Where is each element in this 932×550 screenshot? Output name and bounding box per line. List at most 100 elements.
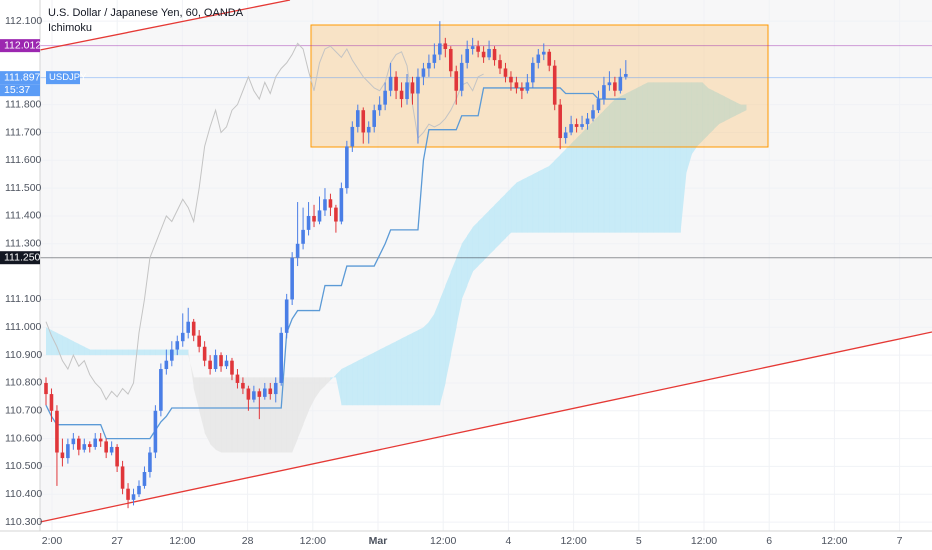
cloud-segment: [593, 115, 599, 233]
y-tick-label: 110.700: [5, 405, 42, 417]
cloud-segment: [226, 377, 233, 453]
y-tick-label: 110.400: [5, 488, 42, 500]
cloud-segment: [188, 349, 194, 389]
cloud-segment: [636, 85, 643, 233]
price-label-box: [0, 251, 40, 265]
candle-body: [509, 76, 513, 83]
y-tick-label: 112.100: [5, 15, 42, 27]
candle-body: [180, 332, 185, 342]
candle-body: [492, 48, 497, 61]
candle-body: [361, 110, 366, 133]
cloud-segment: [609, 99, 616, 233]
axis-labels: 112.100 111.800 111.700 111.600 111.500 111.4…: [0, 15, 903, 547]
cloud-segment: [729, 99, 736, 119]
candle-body: [558, 104, 562, 139]
price-label: 111.897: [4, 71, 41, 83]
candle-body: [306, 215, 311, 230]
candles: [44, 21, 628, 509]
cloud-segment: [368, 352, 375, 406]
candle-body: [536, 54, 541, 63]
cloud-segment: [603, 104, 610, 233]
cloud-segment: [724, 96, 731, 122]
cloud-segment: [84, 346, 91, 356]
candle-body: [596, 99, 601, 111]
cloud-segment: [237, 377, 244, 453]
cloud-segment: [412, 330, 419, 406]
candle-body: [580, 124, 584, 127]
x-tick-label: 12:00: [560, 535, 586, 547]
cloud-segment: [598, 110, 605, 233]
candle-body: [312, 215, 316, 222]
candle-body: [339, 188, 344, 222]
candle-body: [224, 360, 229, 367]
candle-body: [448, 48, 453, 72]
candle-body: [219, 355, 223, 367]
candle-body: [345, 146, 349, 189]
candle-body: [328, 199, 333, 208]
cloud-segment: [177, 349, 184, 356]
candle-body: [77, 438, 81, 450]
y-tick-label: 111.400: [5, 210, 42, 222]
y-tick-label: 111.600: [5, 154, 42, 166]
cloud-segment: [631, 87, 638, 233]
candle-body: [241, 382, 245, 389]
candle-body: [317, 210, 322, 222]
cloud-segment: [543, 165, 550, 233]
cloud-segment: [713, 90, 720, 130]
cloud-segment: [428, 313, 435, 406]
cloud-segment: [664, 82, 670, 233]
cloud-segment: [653, 82, 659, 233]
cloud-segment: [100, 349, 107, 356]
y-tick-label: 110.300: [5, 516, 42, 528]
cloud-segment: [308, 377, 315, 411]
cloud-segment: [314, 377, 320, 400]
indicator-lines: [45, 42, 626, 440]
candle-body: [164, 360, 169, 370]
cloud-segment: [253, 377, 260, 453]
cloud-segment: [642, 82, 648, 233]
candle-body: [465, 48, 469, 63]
price-lines: [40, 45, 932, 259]
candle-body: [552, 65, 557, 105]
y-tick-label: 110.500: [5, 460, 42, 472]
countdown-label: 15:37: [4, 84, 30, 96]
x-tick-label: 7: [897, 535, 903, 547]
cloud-segment: [149, 349, 156, 356]
candle-body: [159, 369, 163, 411]
cloud-segment: [303, 377, 309, 425]
trend-line: [39, 331, 932, 523]
candle-body: [137, 485, 141, 495]
cloud-segment: [297, 377, 304, 439]
y-tick-label: 111.500: [5, 182, 42, 194]
candle-body: [476, 46, 480, 52]
candle-body: [454, 71, 459, 91]
cloud-segment: [128, 349, 134, 356]
candle-body: [602, 85, 606, 100]
cloud-segment: [363, 355, 370, 406]
y-tick-label: 111.800: [5, 98, 42, 110]
x-tick-label: 12:00: [169, 535, 195, 547]
cloud: [46, 82, 758, 453]
x-tick-label: 12:00: [821, 535, 847, 547]
candle-body: [334, 207, 338, 222]
cloud-segment: [680, 82, 687, 233]
candle-body: [115, 446, 119, 467]
candle-body: [87, 444, 92, 447]
candle-body: [405, 82, 409, 100]
cloud-segment: [341, 366, 348, 406]
cloud-segment: [434, 299, 441, 406]
symbol-label: USDJPY: [49, 72, 87, 83]
cloud-segment: [450, 257, 457, 356]
cloud-segment: [423, 321, 430, 406]
cloud-segment: [46, 327, 52, 356]
cloud-segment: [335, 369, 342, 406]
cloud-segment: [505, 188, 512, 239]
cloud-segment: [576, 132, 583, 233]
cloud-segment: [160, 349, 167, 356]
candle-body: [49, 394, 54, 411]
candle-body: [366, 126, 371, 133]
candle-body: [547, 51, 552, 66]
y-tick-label: 111.100: [5, 293, 42, 305]
x-tick-label: 4: [505, 535, 511, 547]
cloud-segment: [292, 377, 298, 453]
